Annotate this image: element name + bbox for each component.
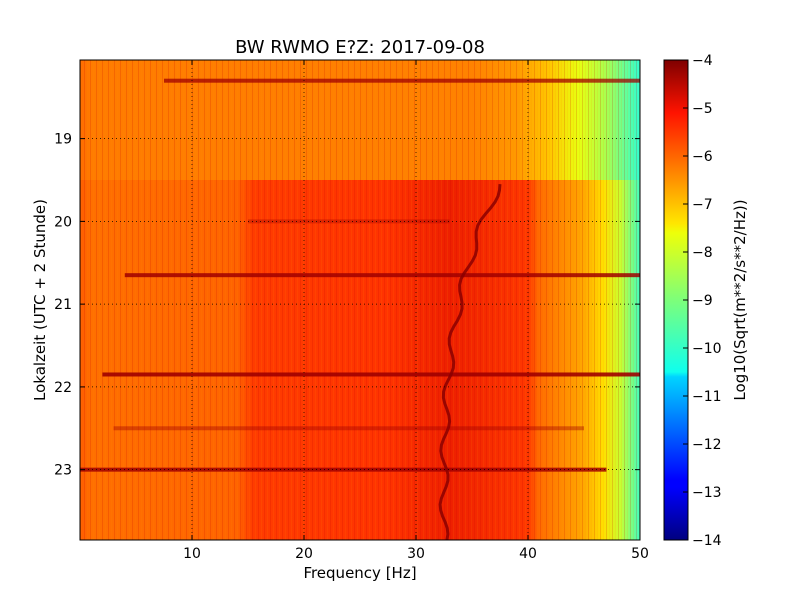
- colorbar-tick-label: −8: [692, 245, 713, 261]
- colorbar-tick-label: −13: [692, 485, 722, 501]
- tonal-line-path: [438, 183, 502, 540]
- x-tick-label: 40: [519, 546, 537, 562]
- x-axis-ticks: 10 20 30 40 50: [183, 60, 649, 562]
- chart-title: BW RWMO E?Z: 2017-09-08: [235, 37, 485, 58]
- colorbar-tick-label: −14: [692, 533, 722, 549]
- noise-band: [102, 372, 640, 377]
- colorbar-ticks: −4 −5 −6 −7 −8 −9 −10 −11 −12 −13 −14: [683, 53, 722, 549]
- y-axis-label: Lokalzeit (UTC + 2 Stunde): [31, 199, 49, 401]
- noise-band: [124, 273, 640, 278]
- noise-band: [80, 467, 607, 472]
- x-tick-label: 20: [295, 546, 313, 562]
- colorbar-tick-label: −6: [692, 149, 713, 165]
- colorbar-tick-label: −7: [692, 197, 713, 213]
- noise-band: [113, 426, 584, 431]
- colorbar-label: Log10(Sqrt(m**2/s**2/Hz)): [731, 199, 749, 400]
- y-tick-label: 19: [54, 132, 72, 148]
- colorbar-tick-label: −5: [692, 101, 713, 117]
- plot-frame: [79, 59, 641, 541]
- tonal-drift-line: [438, 183, 502, 540]
- colorbar-tick-label: −4: [692, 53, 713, 69]
- x-axis-label: Frequency [Hz]: [303, 564, 416, 582]
- x-tick-label: 10: [183, 546, 201, 562]
- noise-band: [164, 78, 640, 83]
- y-tick-label: 21: [54, 297, 72, 313]
- y-axis-ticks: 19 20 21 22 23: [54, 132, 640, 479]
- y-tick-label: 22: [54, 380, 72, 396]
- spectrogram-heatmap: [80, 60, 640, 540]
- heatmap-texture: [80, 60, 640, 540]
- x-tick-label: 50: [631, 546, 649, 562]
- grid-lines: [80, 60, 640, 540]
- y-tick-label: 20: [54, 214, 72, 230]
- y-tick-label: 23: [54, 463, 72, 479]
- x-tick-label: 30: [407, 546, 425, 562]
- colorbar-tick-label: −11: [692, 389, 722, 405]
- colorbar-tick-label: −12: [692, 437, 722, 453]
- colorbar-tick-label: −9: [692, 293, 713, 309]
- colorbar-tick-label: −10: [692, 341, 722, 357]
